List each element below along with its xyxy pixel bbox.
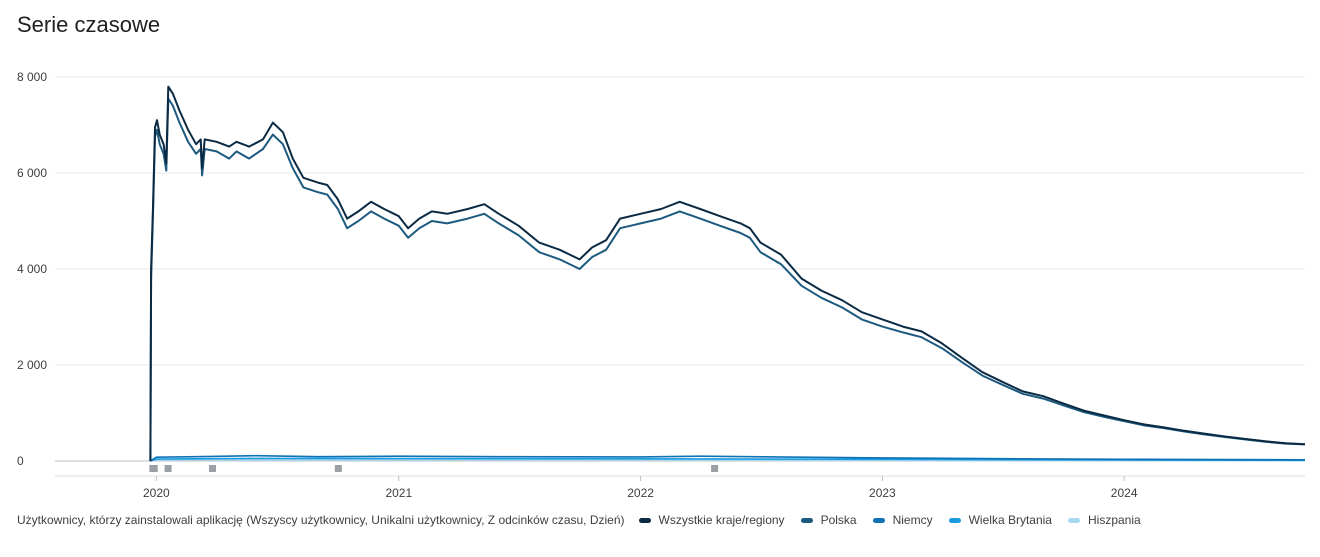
series-lines bbox=[149, 85, 1306, 462]
page-title: Serie czasowe bbox=[17, 12, 161, 37]
legend-items: Wszystkie kraje/regiony Polska Niemcy Wielk… bbox=[638, 513, 1157, 527]
legend-label: Niemcy bbox=[892, 513, 933, 527]
x-tick-label: 2021 bbox=[385, 486, 412, 500]
y-tick-label: 0 bbox=[17, 454, 24, 468]
legend-label: Polska bbox=[820, 513, 857, 527]
legend-swatch bbox=[1067, 517, 1080, 523]
x-tick-label: 2020 bbox=[143, 486, 170, 500]
legend-item[interactable]: Hiszpania bbox=[1067, 513, 1141, 527]
y-tick-label: 4 000 bbox=[17, 262, 47, 276]
legend-swatch bbox=[638, 517, 651, 523]
legend-swatch bbox=[872, 517, 885, 523]
legend-label: Hiszpania bbox=[1087, 513, 1141, 527]
annotation-marker[interactable] bbox=[208, 465, 216, 472]
x-tick-label: 2023 bbox=[869, 486, 896, 500]
legend-label: Wszystkie kraje/regiony bbox=[658, 513, 785, 527]
series-line-3[interactable] bbox=[149, 454, 1306, 462]
legend-item[interactable]: Polska bbox=[800, 513, 857, 527]
annotation-markers bbox=[149, 465, 719, 472]
legend-swatch bbox=[800, 517, 813, 523]
y-tick-label: 6 000 bbox=[17, 166, 47, 180]
x-axis: 2020 2021 2022 2023 2024 bbox=[55, 475, 1305, 500]
annotation-marker[interactable] bbox=[334, 465, 342, 472]
y-tick-label: 8 000 bbox=[17, 70, 47, 84]
y-tick-label: 2 000 bbox=[17, 358, 47, 372]
series-line-1[interactable] bbox=[149, 85, 1306, 462]
annotation-marker[interactable] bbox=[150, 465, 158, 472]
y-axis-ticks: 0 2 000 4 000 6 000 8 000 bbox=[17, 70, 47, 468]
legend-item[interactable]: Wielka Brytania bbox=[948, 513, 1052, 527]
grid bbox=[55, 76, 1305, 462]
x-tick-label: 2022 bbox=[627, 486, 654, 500]
legend-item[interactable]: Wszystkie kraje/regiony bbox=[638, 513, 785, 527]
legend-item[interactable]: Niemcy bbox=[872, 513, 933, 527]
series-line-2[interactable] bbox=[149, 97, 1306, 462]
legend-swatch bbox=[948, 517, 961, 523]
annotation-marker[interactable] bbox=[711, 465, 719, 472]
annotation-marker[interactable] bbox=[164, 465, 172, 472]
legend-label: Wielka Brytania bbox=[968, 513, 1052, 527]
legend-description: Użytkownicy, którzy zainstalowali aplika… bbox=[17, 513, 625, 527]
legend: Użytkownicy, którzy zainstalowali aplika… bbox=[17, 513, 1157, 527]
x-tick-label: 2024 bbox=[1111, 486, 1138, 500]
